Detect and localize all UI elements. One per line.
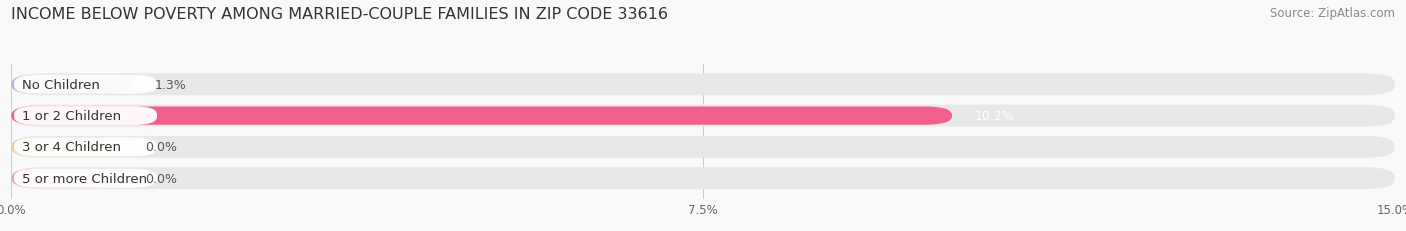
Text: No Children: No Children: [22, 79, 100, 91]
Text: 1.3%: 1.3%: [155, 79, 186, 91]
Text: Source: ZipAtlas.com: Source: ZipAtlas.com: [1270, 7, 1395, 20]
Text: INCOME BELOW POVERTY AMONG MARRIED-COUPLE FAMILIES IN ZIP CODE 33616: INCOME BELOW POVERTY AMONG MARRIED-COUPL…: [11, 7, 668, 22]
FancyBboxPatch shape: [11, 167, 1395, 189]
FancyBboxPatch shape: [14, 107, 157, 125]
Text: 5 or more Children: 5 or more Children: [22, 172, 148, 185]
Text: 0.0%: 0.0%: [145, 172, 177, 185]
FancyBboxPatch shape: [11, 169, 122, 187]
FancyBboxPatch shape: [11, 138, 122, 156]
FancyBboxPatch shape: [11, 136, 1395, 158]
FancyBboxPatch shape: [11, 74, 1395, 96]
FancyBboxPatch shape: [14, 169, 157, 188]
FancyBboxPatch shape: [11, 105, 1395, 127]
FancyBboxPatch shape: [11, 107, 952, 125]
Text: 1 or 2 Children: 1 or 2 Children: [22, 110, 121, 123]
Text: 3 or 4 Children: 3 or 4 Children: [22, 141, 121, 154]
FancyBboxPatch shape: [11, 76, 131, 94]
FancyBboxPatch shape: [14, 138, 157, 157]
Text: 10.2%: 10.2%: [976, 110, 1015, 123]
Text: 0.0%: 0.0%: [145, 141, 177, 154]
FancyBboxPatch shape: [14, 76, 157, 94]
